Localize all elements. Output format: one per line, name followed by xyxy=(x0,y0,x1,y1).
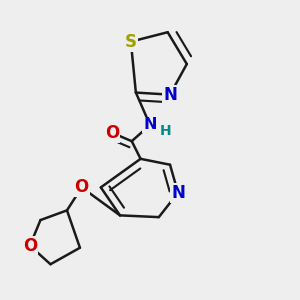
Text: O: O xyxy=(23,237,37,255)
Text: O: O xyxy=(75,178,89,196)
Text: N: N xyxy=(143,118,157,133)
Text: N: N xyxy=(163,85,177,103)
Text: O: O xyxy=(105,124,119,142)
Text: N: N xyxy=(171,184,185,202)
Text: S: S xyxy=(125,33,137,51)
Text: H: H xyxy=(160,124,171,138)
